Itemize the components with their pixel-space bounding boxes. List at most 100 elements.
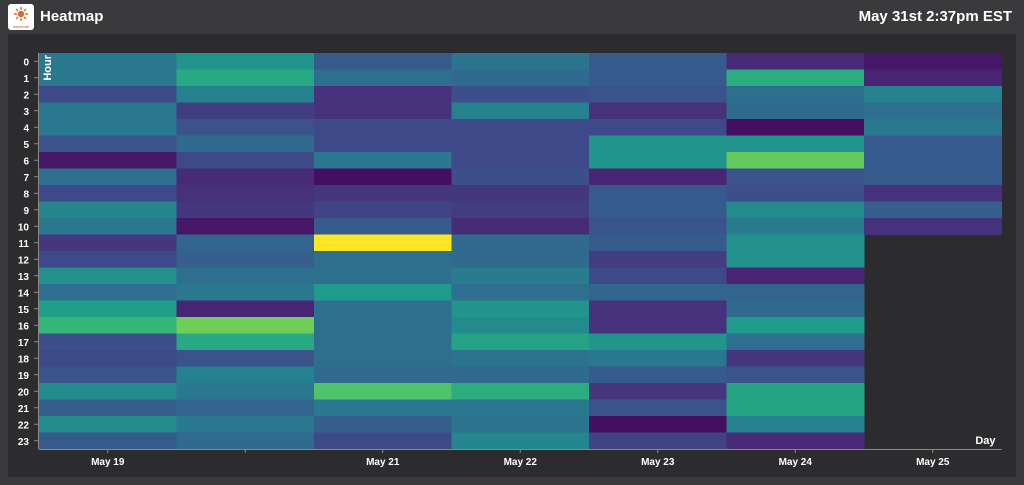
heatmap-cell xyxy=(451,366,590,384)
heatmap-cell xyxy=(39,399,177,417)
page-title: Heatmap xyxy=(40,8,104,25)
heatmap-cell xyxy=(39,185,177,202)
heatmap-cell xyxy=(589,333,727,351)
heatmap-cell xyxy=(39,218,177,235)
heatmap-cell xyxy=(314,201,452,219)
y-tick-label: 0 xyxy=(23,57,29,68)
heatmap-cell xyxy=(39,69,177,87)
y-tick-label: 8 xyxy=(23,189,29,200)
heatmap-cell xyxy=(39,234,177,252)
y-tick-label: 23 xyxy=(18,437,30,448)
heatmap-cell xyxy=(39,86,177,103)
heatmap-cell xyxy=(864,218,1002,235)
y-tick-label: 5 xyxy=(23,140,29,151)
heatmap-cell xyxy=(176,383,315,400)
heatmap-cell xyxy=(176,300,315,318)
heatmap-cell xyxy=(176,366,315,384)
heatmap-cell xyxy=(39,119,177,136)
heatmap-cell xyxy=(176,333,315,351)
x-tick-label: May 22 xyxy=(504,457,538,468)
heatmap-cell xyxy=(451,218,590,235)
y-axis-label: Hour xyxy=(42,54,54,80)
heatmap-cell xyxy=(314,102,452,120)
heatmap-cell xyxy=(176,168,315,186)
heatmap-cell xyxy=(314,317,452,334)
y-tick-label: 12 xyxy=(18,255,30,266)
y-tick-label: 22 xyxy=(18,420,30,431)
heatmap-cell xyxy=(451,102,590,120)
heatmap-cell xyxy=(589,251,727,268)
heatmap-cell xyxy=(451,432,590,450)
y-tick-label: 15 xyxy=(18,305,30,316)
heatmap-cell xyxy=(451,267,590,285)
heatmap-cell xyxy=(451,416,590,433)
y-tick-label: 21 xyxy=(18,404,30,415)
heatmap-cell xyxy=(451,350,590,367)
heatmap-cell xyxy=(176,201,315,219)
heatmap-cell xyxy=(589,168,727,186)
heatmap-cell xyxy=(451,234,590,252)
heatmap-cell xyxy=(726,102,865,120)
heatmap-cell xyxy=(314,267,452,285)
heatmap-cell xyxy=(864,185,1002,202)
heatmap-cell xyxy=(451,333,590,351)
heatmap-cell xyxy=(589,350,727,367)
y-tick-label: 4 xyxy=(23,123,29,134)
heatmap-cell xyxy=(451,251,590,268)
heatmap-cell xyxy=(451,69,590,87)
heatmap-cell xyxy=(726,317,865,334)
heatmap-cell xyxy=(589,432,727,450)
heatmap-cell xyxy=(726,333,865,351)
y-tick-label: 17 xyxy=(18,338,30,349)
heatmap-cell xyxy=(176,86,315,103)
x-tick-label: May 19 xyxy=(91,457,125,468)
heatmap-cell xyxy=(176,135,315,153)
heatmap-cell xyxy=(176,152,315,169)
heatmap-cell xyxy=(589,69,727,87)
heatmap-cell xyxy=(726,399,865,417)
heatmap-cell xyxy=(314,383,452,400)
heatmap-cell xyxy=(39,201,177,219)
y-tick-label: 18 xyxy=(18,354,30,365)
heatmap-cell xyxy=(176,317,315,334)
heatmap-cell xyxy=(726,69,865,87)
heatmap-cell xyxy=(176,416,315,433)
heatmap-cell xyxy=(39,333,177,351)
heatmap-cell xyxy=(864,69,1002,87)
heatmap-cell xyxy=(451,284,590,301)
heatmap-cell xyxy=(589,201,727,219)
heatmap-cell xyxy=(451,135,590,153)
heatmap-cell xyxy=(726,251,865,268)
heatmap-cell xyxy=(176,234,315,252)
heatmap-cell xyxy=(726,432,865,450)
heatmap-cell xyxy=(726,185,865,202)
heatmap-cell xyxy=(451,317,590,334)
heatmap-cell xyxy=(314,350,452,367)
heatmap-cell xyxy=(314,135,452,153)
sun-icon xyxy=(13,6,29,22)
heatmap-cell xyxy=(39,416,177,433)
x-axis-label: Day xyxy=(975,435,996,447)
y-tick-label: 3 xyxy=(23,107,29,118)
heatmap-cell xyxy=(864,86,1002,103)
heatmap-panel: 0 1 2 3 4 5 6 7 8 9 10 11 12 13 14 15 16 17 18 19 20 21 22 23 Ma… xyxy=(8,34,1016,477)
heatmap-cell xyxy=(451,119,590,136)
heatmap-cell xyxy=(726,366,865,384)
heatmap-cell xyxy=(39,267,177,285)
heatmap-cell xyxy=(726,300,865,318)
heatmap-cell xyxy=(451,53,590,70)
y-tick-label: 7 xyxy=(23,173,29,184)
heatmap-cell xyxy=(176,102,315,120)
x-tick-label: May 24 xyxy=(779,457,813,468)
heatmap-cell xyxy=(589,185,727,202)
heatmap-cell xyxy=(176,53,315,70)
heatmap-cell xyxy=(39,350,177,367)
heatmap-cell xyxy=(589,119,727,136)
heatmap-cell xyxy=(314,284,452,301)
heatmap-cell xyxy=(589,366,727,384)
heatmap-cell xyxy=(864,152,1002,169)
heatmap-cell xyxy=(451,152,590,169)
heatmap-cell xyxy=(726,383,865,400)
heatmap-cell xyxy=(726,53,865,70)
heatmap-cell xyxy=(589,53,727,70)
